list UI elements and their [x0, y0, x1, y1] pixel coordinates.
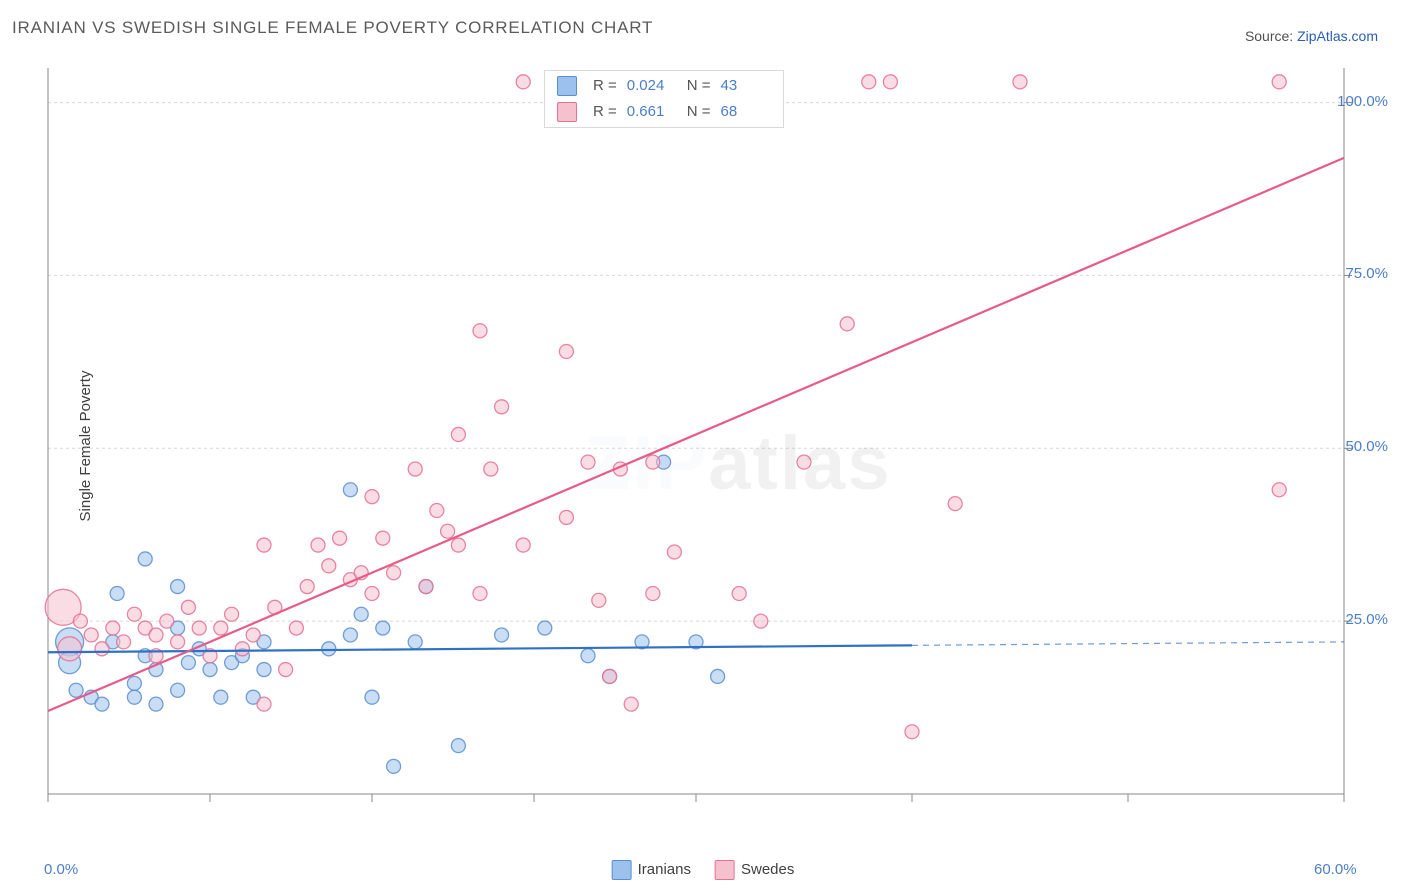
- series-swatch: [557, 102, 577, 122]
- source-attribution: Source: ZipAtlas.com: [1245, 28, 1378, 44]
- legend-item: Iranians: [612, 860, 691, 880]
- chart-title: IRANIAN VS SWEDISH SINGLE FEMALE POVERTY…: [12, 18, 653, 38]
- chart-svg: [44, 60, 1374, 830]
- stats-legend-box: R = 0.024 N = 43 R = 0.661 N = 68: [544, 70, 784, 128]
- r-label: R =: [593, 99, 617, 125]
- legend-label: Iranians: [638, 861, 691, 878]
- n-value: 43: [721, 73, 771, 99]
- source-link[interactable]: ZipAtlas.com: [1297, 28, 1378, 44]
- chart-plot-area: ZIPatlas R =0.024N =43R =0.661N =68: [44, 60, 1374, 830]
- stats-row: R = 0.661 N = 68: [545, 99, 783, 125]
- x-tick-label: 60.0%: [1314, 861, 1357, 878]
- r-label: R =: [593, 73, 617, 99]
- y-tick-label: 50.0%: [1345, 438, 1388, 455]
- r-value: 0.661: [627, 99, 677, 125]
- y-tick-label: 100.0%: [1337, 93, 1388, 110]
- x-tick-label: 0.0%: [44, 861, 78, 878]
- n-label: N =: [687, 73, 711, 99]
- series-swatch: [557, 76, 577, 96]
- r-value: 0.024: [627, 73, 677, 99]
- legend-label: Swedes: [741, 861, 794, 878]
- legend-item: Swedes: [715, 860, 794, 880]
- x-axis-legend: Iranians Swedes: [612, 860, 795, 880]
- y-tick-label: 25.0%: [1345, 611, 1388, 628]
- legend-swatch: [612, 860, 632, 880]
- n-value: 68: [721, 99, 771, 125]
- y-tick-label: 75.0%: [1345, 265, 1388, 282]
- stats-row: R = 0.024 N = 43: [545, 73, 783, 99]
- legend-swatch: [715, 860, 735, 880]
- n-label: N =: [687, 99, 711, 125]
- source-label: Source:: [1245, 28, 1297, 44]
